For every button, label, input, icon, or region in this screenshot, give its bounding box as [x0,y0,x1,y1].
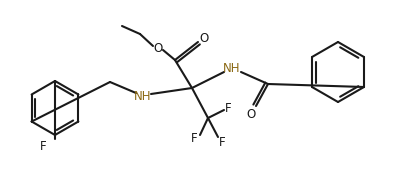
Text: F: F [190,132,197,145]
Text: O: O [246,108,255,121]
Text: NH: NH [223,62,240,75]
Text: O: O [153,41,162,54]
Text: F: F [224,101,231,114]
Text: O: O [199,32,208,44]
Text: NH: NH [134,90,151,103]
Text: F: F [218,135,225,148]
Text: F: F [40,140,46,153]
